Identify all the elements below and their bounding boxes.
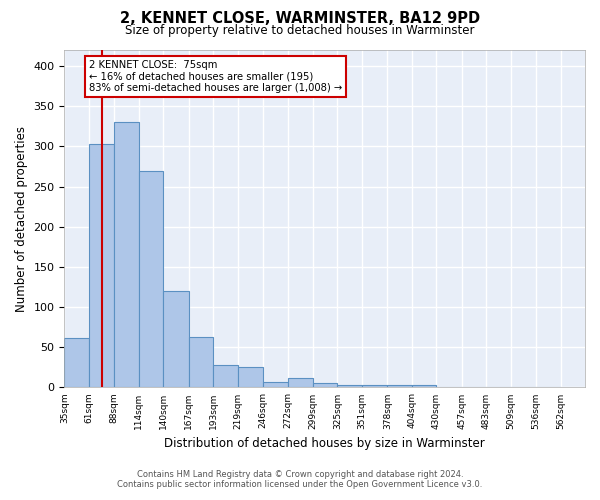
Bar — [238, 368, 263, 388]
Bar — [313, 384, 337, 388]
Bar — [188, 337, 213, 388]
Bar — [89, 144, 114, 388]
Bar — [114, 122, 139, 388]
Bar — [362, 385, 388, 388]
Text: 2, KENNET CLOSE, WARMINSTER, BA12 9PD: 2, KENNET CLOSE, WARMINSTER, BA12 9PD — [120, 11, 480, 26]
X-axis label: Distribution of detached houses by size in Warminster: Distribution of detached houses by size … — [164, 437, 485, 450]
Text: Size of property relative to detached houses in Warminster: Size of property relative to detached ho… — [125, 24, 475, 37]
Y-axis label: Number of detached properties: Number of detached properties — [15, 126, 28, 312]
Text: Contains HM Land Registry data © Crown copyright and database right 2024.
Contai: Contains HM Land Registry data © Crown c… — [118, 470, 482, 489]
Bar — [337, 385, 362, 388]
Bar — [163, 291, 188, 388]
Bar — [213, 365, 238, 388]
Bar — [139, 170, 163, 388]
Bar — [263, 382, 287, 388]
Bar — [388, 385, 412, 388]
Text: 2 KENNET CLOSE:  75sqm
← 16% of detached houses are smaller (195)
83% of semi-de: 2 KENNET CLOSE: 75sqm ← 16% of detached … — [89, 60, 342, 93]
Bar — [287, 378, 313, 388]
Bar — [64, 338, 89, 388]
Bar — [412, 385, 436, 388]
